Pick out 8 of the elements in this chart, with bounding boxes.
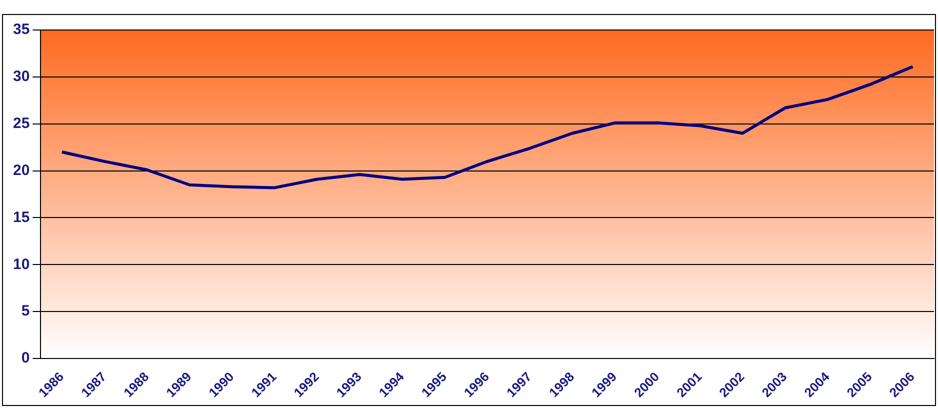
y-tick-label: 10 (12, 256, 30, 273)
y-tick-label: 5 (21, 302, 30, 320)
y-tick-label: 30 (12, 68, 30, 86)
y-tick-label: 35 (12, 21, 30, 38)
y-tick-label: 25 (12, 115, 30, 132)
y-tick-label: 20 (12, 162, 30, 179)
y-tick-label: 15 (12, 208, 30, 226)
y-tick-label: 0 (21, 350, 30, 367)
